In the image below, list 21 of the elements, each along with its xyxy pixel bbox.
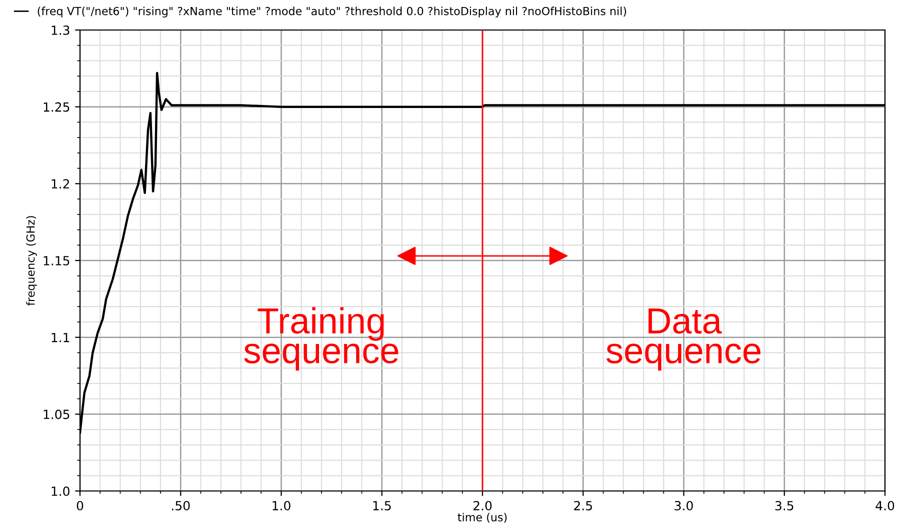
x-tick-label: 1.5 <box>373 501 391 510</box>
x-tick-label: 2.5 <box>574 500 592 510</box>
y-tick-label: 1.25 <box>44 102 70 112</box>
annotation: Data sequence <box>606 308 760 371</box>
y-tick-label: 1.05 <box>44 410 70 420</box>
annotation: Training sequence <box>244 307 398 371</box>
y-tick-label: 1.3 <box>52 25 70 35</box>
y-tick-label: 1.1 <box>52 332 70 342</box>
x-tick-label: 2.0 <box>473 500 492 510</box>
x-tick-label: .50 <box>172 500 190 510</box>
y-tick-label: 1.2 <box>52 179 70 188</box>
legend-label: (freq VT("/net6") "rising" ?xName "time" ?mode "auto" ?threshold 0.0 ?histoDisplay nil ?noOfHistoBins nil) <box>38 6 626 18</box>
y-tick-label: 1.0 <box>52 486 70 496</box>
y-tick-label: 1.15 <box>44 256 70 266</box>
x-tick-label: 0 <box>76 500 84 510</box>
y-axis-title: frequency (GHz) <box>26 216 37 306</box>
x-tick-label: 1.0 <box>272 500 290 510</box>
x-tick-label: 4.0 <box>876 500 894 510</box>
x-axis-title: time (us) <box>458 512 507 523</box>
x-tick-label: 3.0 <box>674 500 693 510</box>
x-tick-label: 3.5 <box>775 500 794 510</box>
